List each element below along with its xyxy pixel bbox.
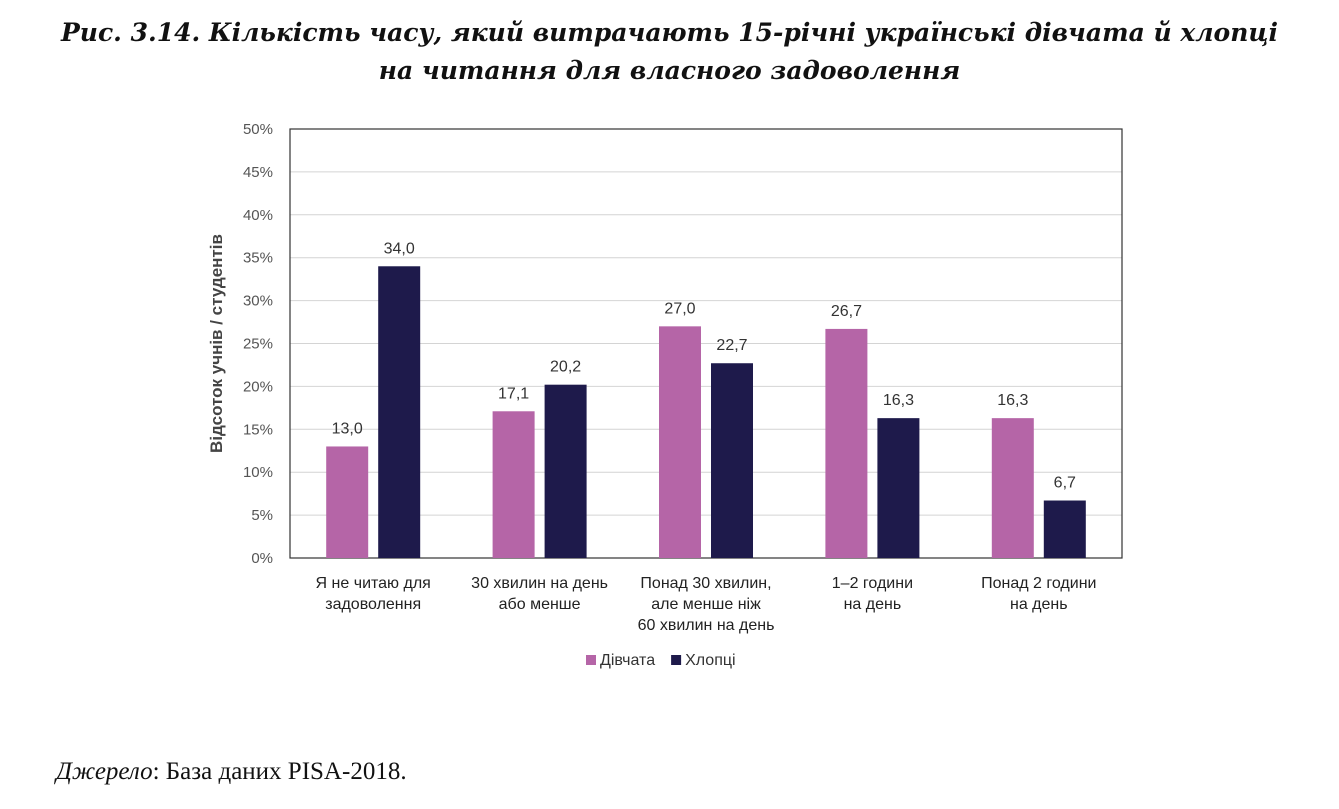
x-category-label: задоволення — [325, 596, 421, 613]
data-label: 16,3 — [883, 392, 914, 409]
bar-Хлопці — [378, 266, 421, 558]
bar-Дівчата — [991, 418, 1034, 558]
y-tick-label: 10% — [243, 464, 273, 481]
figure-title-line-2: на читання для власного задоволення — [378, 56, 961, 85]
y-axis-title: Відсоток учнів / студентів — [207, 234, 226, 453]
y-tick-label: 5% — [251, 507, 273, 524]
data-label: 13,0 — [332, 420, 363, 437]
source-label: Джерело — [56, 758, 153, 785]
x-category-label: Я не читаю для — [316, 575, 431, 592]
y-tick-label: 30% — [243, 293, 273, 310]
bar-Дівчата — [326, 446, 369, 558]
source-note: Джерело: База даних PISA-2018. — [56, 758, 407, 786]
bar-Дівчата — [825, 328, 868, 558]
y-tick-label: 50% — [243, 121, 273, 138]
bar-Хлопці — [711, 363, 753, 558]
y-tick-label: 25% — [243, 336, 273, 353]
bar-Дівчата — [659, 326, 701, 558]
bar-Хлопці — [544, 384, 587, 558]
legend-label: Дівчата — [600, 652, 655, 669]
data-label: 6,7 — [1054, 475, 1076, 492]
data-label: 20,2 — [550, 359, 581, 376]
x-category-label: Понад 2 години — [981, 575, 1096, 592]
plot-area-frame — [289, 128, 1123, 559]
y-tick-label: 15% — [243, 421, 273, 438]
y-tick-label: 40% — [243, 207, 273, 224]
bar-Хлопці — [877, 418, 920, 558]
y-tick-label: 20% — [243, 378, 273, 395]
data-label: 17,1 — [498, 385, 529, 402]
x-category-label: на день — [844, 596, 902, 613]
source-text: : База даних PISA-2018. — [152, 758, 407, 785]
x-category-label: 1–2 години — [832, 575, 913, 592]
y-tick-label: 0% — [251, 550, 273, 567]
x-category-label: на день — [1010, 596, 1068, 613]
x-category-label: або менше — [499, 596, 581, 613]
y-tick-label: 45% — [243, 164, 273, 181]
figure-title: Рис. 3.14. Кількість часу, який витрачаю… — [0, 14, 1339, 90]
data-label: 27,0 — [664, 300, 695, 317]
data-label: 26,7 — [831, 303, 862, 320]
x-category-label: Понад 30 хвилин, — [640, 575, 771, 592]
legend-swatch — [586, 655, 596, 665]
bar-Хлопці — [1043, 500, 1086, 558]
x-category-label: 60 хвилин на день — [638, 617, 775, 634]
bar-Дівчата — [492, 411, 535, 558]
y-tick-label: 35% — [243, 250, 273, 267]
figure-title-line-1: Рис. 3.14. Кількість часу, який витрачаю… — [60, 18, 1278, 47]
data-label: 16,3 — [997, 392, 1028, 409]
x-category-label: але менше ніж — [651, 596, 761, 613]
data-label: 34,0 — [384, 240, 415, 257]
x-category-label: 30 хвилин на день — [471, 575, 608, 592]
data-label: 22,7 — [716, 337, 747, 354]
legend-swatch — [671, 655, 682, 665]
legend-label: Хлопці — [685, 652, 735, 669]
